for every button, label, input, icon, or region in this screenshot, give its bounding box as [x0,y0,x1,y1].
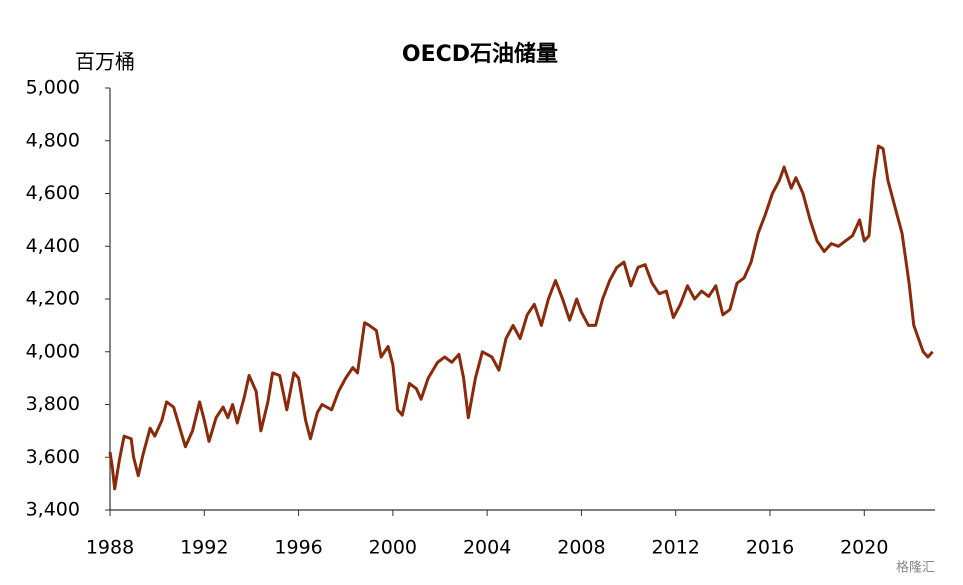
y-axis-label: 百万桶 [75,50,135,74]
x-tick-label: 2016 [746,537,794,559]
x-tick-label: 2012 [652,537,700,559]
y-tick-label: 3,600 [26,446,80,468]
y-tick-label: 3,800 [26,393,80,415]
data-line [108,144,934,491]
x-tick-label: 1988 [86,537,134,559]
watermark: 格隆汇 [896,560,935,576]
x-tick-label: 2020 [840,537,888,559]
y-tick-label: 4,400 [26,235,80,257]
y-tick-label: 4,600 [26,182,80,204]
y-tick-label: 3,400 [26,499,80,521]
x-tick-label: 2008 [557,537,605,559]
x-tick-label: 1992 [180,537,228,559]
x-tick-label: 2004 [463,537,511,559]
y-tick-label: 4,800 [26,129,80,151]
y-tick-label: 4,000 [26,340,80,362]
y-tick-label: 5,000 [26,77,80,99]
y-tick-label: 4,200 [26,288,80,310]
x-tick-label: 1996 [274,537,322,559]
chart-title: OECD石油储量 [402,41,558,67]
x-tick-label: 2000 [369,537,417,559]
